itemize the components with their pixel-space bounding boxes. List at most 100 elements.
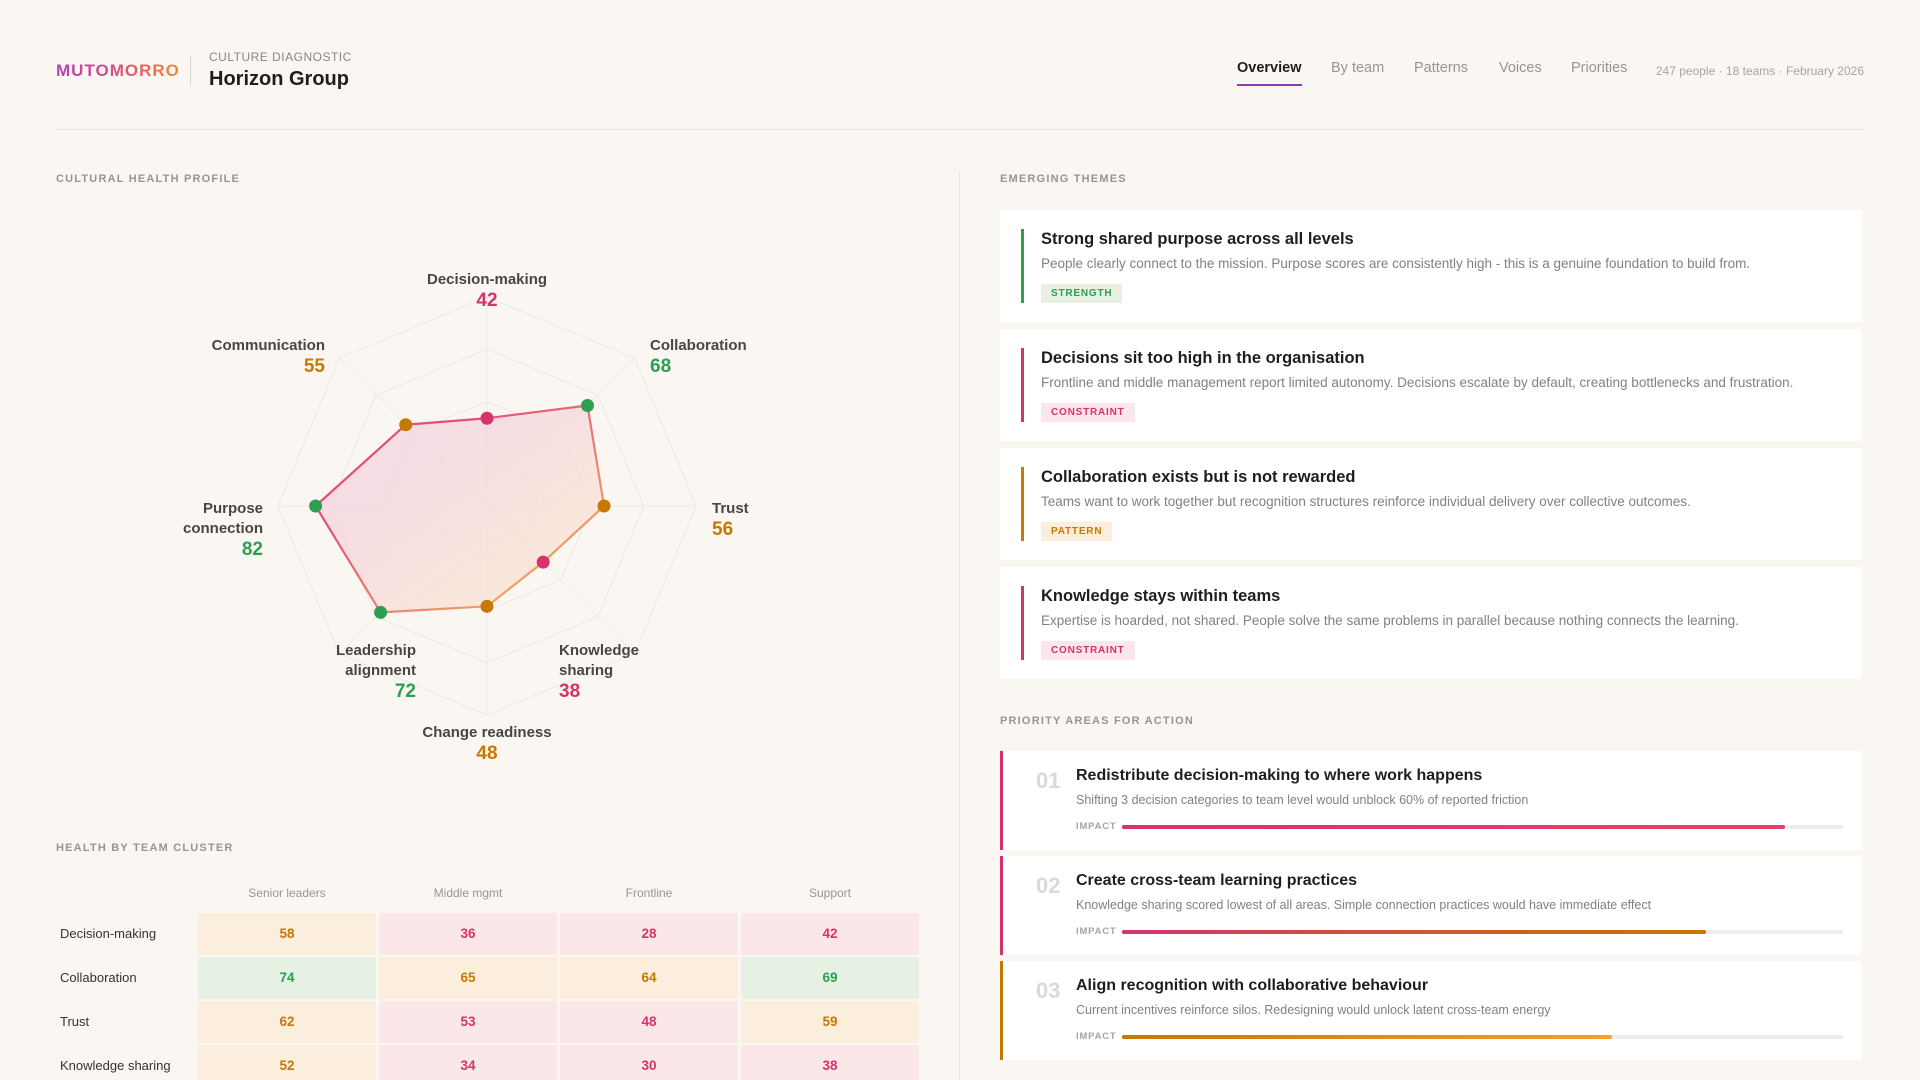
priority-edge [1000,856,1003,955]
impact-label: IMPACT [1076,926,1117,937]
impact-bar [1122,1035,1613,1039]
theme-tag: PATTERN [1041,522,1113,541]
radar-point [480,599,494,613]
heat-cell: 59 [741,1001,919,1043]
impact-track [1122,1035,1843,1039]
priority-number: 01 [1036,768,1061,793]
section-title: EMERGING THEMES [1000,173,1127,185]
theme-text: Expertise is hoarded, not shared. People… [1041,613,1739,628]
axis-name: Purpose connection [182,500,263,537]
theme-text: People clearly connect to the mission. P… [1041,256,1751,271]
heat-cell: 36 [379,913,557,955]
axis-name: Change readiness [422,724,552,741]
radar-point [399,418,413,432]
radar-label: Purpose connection 82 [173,499,263,560]
theme-tag: STRENGTH [1041,284,1123,303]
theme-card[interactable]: Collaboration exists but is not rewarded… [1000,448,1862,560]
radar-point [597,499,611,513]
column-header: Senior leaders [248,886,326,900]
header-rule [56,129,1864,130]
logo[interactable]: MUTOMORRO [56,61,180,80]
heat-cell: 62 [198,1001,376,1043]
axis-value: 72 [394,681,416,702]
priority-card[interactable]: 01 Redistribute decision-making to where … [1000,751,1862,850]
heat-cell: 74 [198,957,376,999]
axis-name: Communication [211,337,325,354]
priority-text: Current incentives reinforce silos. Rede… [1076,1003,1551,1017]
radar-point [536,555,550,569]
priority-title: Align recognition with collaborative beh… [1076,977,1429,994]
priority-card[interactable]: 02 Create cross-team learning practices Kn… [1000,856,1862,955]
axis-name: Leadership alignment [335,642,416,679]
radar-point [309,499,323,513]
nav-tab[interactable]: Overview [1237,60,1302,86]
heat-cell: 42 [741,913,919,955]
impact-track [1122,930,1843,934]
impact-bar [1122,825,1786,829]
theme-card[interactable]: Decisions sit too high in the organisati… [1000,329,1862,441]
column-header: Middle mgmt [433,886,503,900]
axis-value: 38 [559,681,581,702]
heat-cell: 65 [379,957,557,999]
priority-text: Knowledge sharing scored lowest of all a… [1076,898,1652,912]
axis-name: Trust [712,500,749,517]
axis-name: Decision-making [426,271,548,288]
radar-label: Knowledge sharing 38 [559,641,649,702]
nav-tab[interactable]: Priorities [1571,60,1628,76]
axis-value: 82 [241,539,263,560]
priority-number: 03 [1036,978,1061,1003]
priority-title: Redistribute decision-making to where wo… [1076,767,1483,784]
heat-cell: 38 [741,1045,919,1080]
theme-title: Knowledge stays within teams [1041,587,1281,605]
theme-title: Decisions sit too high in the organisati… [1041,349,1365,367]
section-title: CULTURAL HEALTH PROFILE [56,173,241,185]
radar-label: Change readiness 48 [422,723,551,764]
theme-bar [1021,229,1024,303]
theme-bar [1021,467,1024,541]
heat-cell: 52 [198,1045,376,1080]
heat-cell: 28 [560,913,738,955]
meta: 247 people · 18 teams · February 2026 [1655,64,1864,78]
priority-edge [1000,961,1003,1060]
row-header: Collaboration [60,970,137,985]
heat-cell: 48 [560,1001,738,1043]
theme-card[interactable]: Knowledge stays within teams Expertise is… [1000,567,1862,679]
priority-number: 02 [1036,873,1061,898]
priority-card[interactable]: 03 Align recognition with collaborative b… [1000,961,1862,1060]
theme-bar [1021,348,1024,422]
nav-tab[interactable]: Voices [1499,60,1542,76]
axis-value: 55 [303,356,325,377]
theme-tag: CONSTRAINT [1041,403,1135,422]
radar-label: Communication 55 [212,336,325,377]
heat-cell: 30 [560,1045,738,1080]
axis-name: Knowledge sharing [559,642,640,679]
radar-point [580,399,594,413]
impact-label: IMPACT [1076,821,1117,832]
theme-text: Frontline and middle management report l… [1041,375,1794,390]
nav-tab[interactable]: By team [1331,60,1385,76]
row-header: Knowledge sharing [60,1058,171,1073]
theme-bar [1021,586,1024,660]
axis-value: 68 [650,356,672,377]
theme-card[interactable]: Strong shared purpose across all levels P… [1000,210,1862,322]
impact-bar [1122,930,1706,934]
radar-label: Collaboration 68 [650,336,747,377]
section-title: HEALTH BY TEAM CLUSTER [56,842,234,854]
nav-tab[interactable]: Patterns [1414,60,1468,76]
row-header: Decision-making [60,926,157,941]
column-header: Frontline [625,886,673,900]
theme-tag: CONSTRAINT [1041,641,1135,660]
row-header: Trust [60,1014,90,1029]
heat-cell: 64 [560,957,738,999]
impact-label: IMPACT [1076,1031,1117,1042]
column-header: Support [808,886,852,900]
eyebrow: CULTURE DIAGNOSTIC [209,50,352,64]
heat-cell: 53 [379,1001,557,1043]
priority-text: Shifting 3 decision categories to team l… [1076,793,1529,807]
heat-cell: 69 [741,957,919,999]
radar-point [374,605,388,619]
radar-chart [277,296,697,716]
priority-title: Create cross-team learning practices [1076,872,1358,889]
